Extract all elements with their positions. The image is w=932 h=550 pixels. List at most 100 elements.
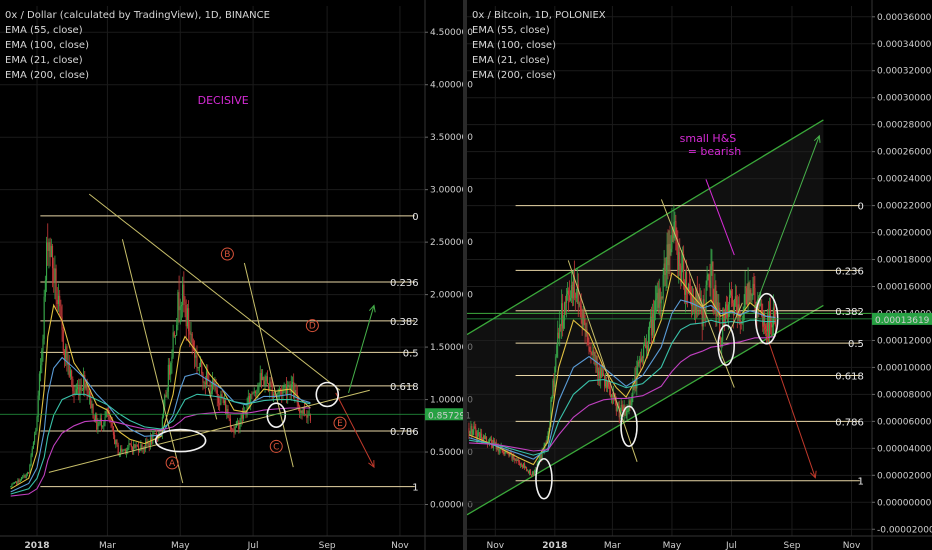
candle-body: [483, 435, 485, 441]
candle-body: [100, 418, 103, 427]
candle-body: [239, 423, 241, 430]
candle-body: [125, 450, 128, 454]
ema-100-line: [10, 393, 311, 495]
candle-body: [584, 319, 586, 330]
candle-body: [59, 295, 61, 307]
candle-body: [134, 444, 136, 448]
candle-body: [220, 394, 222, 405]
candle-body: [560, 324, 562, 326]
candle-body: [729, 290, 732, 295]
candle-body: [765, 325, 767, 330]
candle-body: [600, 367, 602, 379]
candle-body: [606, 380, 609, 388]
candle-body: [222, 397, 224, 403]
candle-body: [562, 303, 564, 329]
candle-body: [602, 373, 604, 376]
candle-body: [692, 295, 694, 305]
candle-body: [508, 452, 510, 456]
candle-body: [606, 380, 608, 388]
candle-body: [497, 445, 499, 452]
candle-body: [478, 432, 480, 434]
price-badge-label: 0.00013619: [875, 316, 930, 326]
candle-body: [225, 400, 227, 415]
wave-label-text: C: [273, 442, 279, 452]
candle-body: [579, 303, 581, 306]
candle-body: [106, 411, 108, 414]
candle-body: [609, 388, 612, 398]
candle-body: [217, 397, 220, 404]
candle-body: [68, 362, 70, 377]
candle-body: [766, 329, 768, 332]
candle-body: [639, 358, 641, 364]
candle-body: [130, 444, 132, 448]
candle-body: [259, 373, 261, 385]
candle-body: [233, 430, 235, 433]
candle-body: [578, 303, 580, 305]
y-tick-label: 0.00026000: [877, 148, 932, 158]
candle-body: [764, 315, 766, 326]
candle-body: [552, 380, 554, 398]
candle-body: [26, 472, 29, 475]
candle-body: [183, 284, 185, 302]
left-panel: 0 0.236 0.382 0.5 0.618 0.786 1 A B C D E DECISIVE 4.…: [0, 0, 473, 550]
candle-body: [180, 305, 183, 307]
candle-body: [470, 426, 472, 433]
red-arrow-down: [335, 392, 375, 468]
candle-body: [164, 395, 166, 407]
candle-body: [170, 362, 172, 375]
candle-body: [663, 263, 665, 275]
candle-body: [580, 305, 582, 319]
candle-body: [34, 434, 36, 443]
candle-body: [526, 470, 529, 472]
candle-body: [633, 387, 635, 389]
candle-body: [49, 242, 51, 258]
candle-body: [611, 394, 613, 398]
candle-body: [712, 261, 714, 303]
candle-body: [707, 274, 709, 277]
candle-body: [669, 243, 671, 256]
candle-body: [129, 443, 131, 445]
candle-body: [646, 345, 648, 349]
candle-body: [641, 357, 643, 362]
candle-body: [640, 358, 642, 362]
candle-body: [618, 406, 620, 418]
candle-body: [541, 451, 543, 459]
candle-body: [695, 290, 697, 313]
ascending-channel: [466, 119, 872, 516]
y-tick-label: -0.00002000: [877, 525, 932, 535]
candle-body: [274, 393, 276, 395]
candle-body: [277, 392, 279, 395]
x-tick-label: Mar: [604, 541, 621, 550]
candle-body: [474, 426, 476, 429]
wave-line: [121, 239, 184, 484]
candle-body: [642, 357, 644, 359]
candle-body: [742, 320, 744, 322]
ema-200-line: [10, 407, 311, 497]
candle-body: [610, 394, 612, 398]
candle-body: [260, 373, 262, 381]
candle-body: [594, 355, 596, 357]
candle-body: [192, 342, 194, 350]
candle-body: [591, 354, 593, 355]
candle-body: [264, 380, 266, 385]
candle-body: [575, 297, 577, 299]
y-tick-label: 0.00020000: [877, 229, 932, 239]
candle-body: [529, 469, 531, 475]
y-tick-label: 0.00012000: [877, 336, 932, 346]
candle-body: [287, 387, 289, 396]
candle-body: [490, 439, 492, 445]
candle-body: [177, 292, 179, 325]
candle-body: [728, 294, 731, 305]
candle-body: [565, 302, 567, 304]
candle-body: [735, 296, 737, 308]
fib-label: 0.5: [403, 348, 419, 359]
candle-body: [258, 384, 260, 387]
wave-label-text: E: [337, 419, 343, 429]
candle-body: [750, 289, 752, 296]
candle-body: [35, 430, 37, 435]
candle-body: [564, 302, 566, 321]
candle-body: [706, 276, 708, 285]
green-arrow-up: [754, 135, 820, 309]
candle-body: [472, 430, 474, 435]
candle-body: [589, 350, 591, 353]
